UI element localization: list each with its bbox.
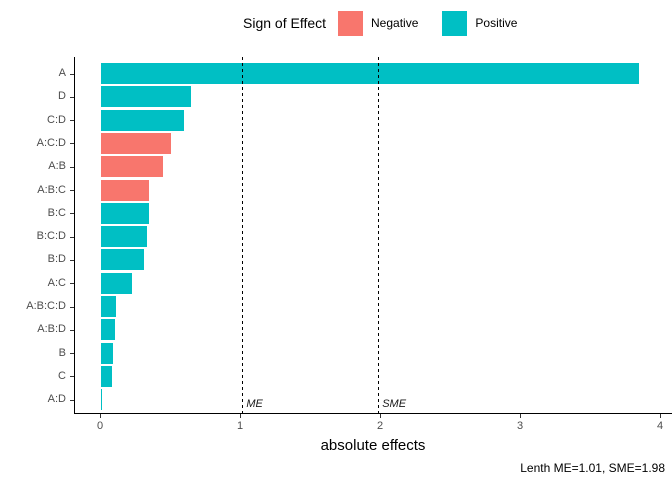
x-tick [240, 414, 241, 418]
y-tick [70, 376, 74, 378]
legend: Sign of Effect Negative Positive [243, 10, 517, 36]
x-tick-label: 2 [376, 420, 384, 432]
y-axis-label: A:D [47, 393, 66, 406]
x-tick-label: 4 [656, 420, 664, 432]
bar-c [101, 365, 112, 387]
reference-label-sme: SME [382, 398, 407, 410]
y-axis-label: A:B:C [37, 183, 66, 196]
y-tick [70, 190, 74, 191]
y-axis-label: A:C:D [36, 136, 66, 149]
y-axis-label: B:C:D [36, 230, 66, 243]
y-axis-label: A:B [48, 160, 66, 173]
y-tick [70, 213, 74, 215]
y-axis-label: C [58, 369, 66, 382]
bar-a-c [101, 272, 132, 294]
bar-a-b-c [101, 179, 149, 201]
reference-label-me: ME [246, 398, 263, 410]
y-tick [70, 283, 74, 285]
bar-b [101, 342, 113, 364]
y-tick [70, 306, 74, 308]
caption-lenth-values: Lenth ME=1.01, SME=1.98 [520, 461, 665, 475]
bar-b-c [101, 202, 149, 224]
reference-line-me [242, 57, 244, 413]
legend-label-positive: Positive [475, 16, 518, 30]
x-tick [100, 414, 101, 418]
y-tick [70, 143, 74, 145]
y-axis-label: A:B:C:D [26, 300, 66, 312]
y-axis-label: D [58, 90, 66, 103]
y-tick [70, 399, 74, 401]
bar-a-b-c-d [101, 296, 116, 317]
y-tick [70, 96, 74, 98]
x-tick-label: 0 [96, 420, 104, 432]
y-axis-label: A [58, 67, 66, 79]
plot-panel: ME SME [74, 57, 672, 414]
y-tick [70, 353, 74, 355]
y-tick [70, 236, 74, 238]
y-tick [70, 120, 74, 122]
x-axis-title: absolute effects [320, 437, 426, 454]
y-axis-label: B [58, 346, 66, 359]
bar-a [101, 63, 639, 84]
bar-a-b-d [101, 319, 115, 341]
bar-a-d [101, 389, 102, 411]
x-tick [660, 414, 661, 418]
y-tick [70, 73, 74, 75]
bar-b-d [101, 249, 144, 271]
bar-d [101, 86, 191, 108]
bar-c-d [101, 109, 184, 131]
x-tick [520, 414, 521, 418]
y-axis-label: B:C [47, 206, 66, 219]
legend-title: Sign of Effect [243, 15, 327, 31]
y-axis-label: C:D [47, 113, 66, 126]
legend-label-negative: Negative [371, 16, 419, 30]
negative-swatch-icon [338, 10, 364, 36]
bar-b-c-d [101, 226, 147, 248]
x-tick-label: 3 [516, 420, 524, 432]
x-tick [380, 414, 381, 418]
y-tick [70, 166, 74, 168]
reference-line-sme [378, 57, 380, 413]
y-tick [70, 259, 74, 261]
bar-a-c-d [101, 132, 171, 154]
y-axis-label: A:B:D [37, 323, 66, 336]
positive-swatch-icon [442, 10, 468, 36]
y-tick [70, 329, 74, 331]
y-axis-label: B:D [47, 253, 66, 266]
bar-a-b [101, 156, 163, 178]
y-axis-label: A:C [47, 276, 66, 289]
x-tick-label: 1 [236, 420, 244, 432]
